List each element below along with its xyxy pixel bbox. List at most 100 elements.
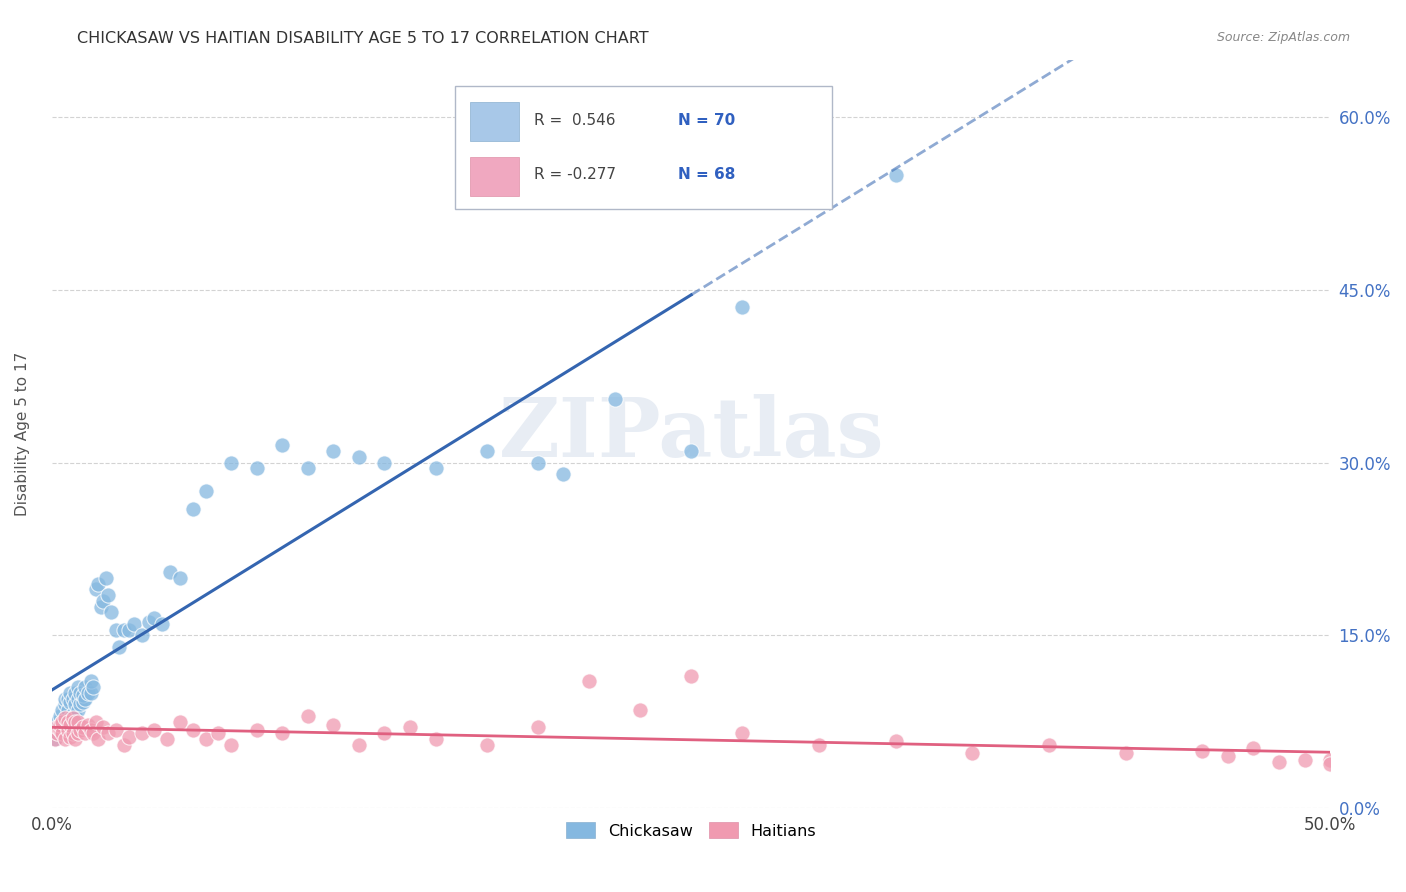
Point [91, 721, 114, 735]
Point [49, 723, 72, 737]
Point [112, 738, 135, 752]
Point [69, 723, 91, 737]
Point [1344, 757, 1367, 772]
Point [347, 738, 370, 752]
Point [53, 711, 76, 725]
Point [44, 731, 66, 746]
Point [46, 714, 69, 729]
Point [553, 467, 575, 482]
Point [79, 686, 101, 700]
FancyBboxPatch shape [454, 86, 832, 210]
Point [373, 726, 395, 740]
Point [90, 599, 112, 614]
Point [65, 698, 87, 712]
Text: ZIPatlas: ZIPatlas [499, 394, 884, 474]
Point [46, 726, 69, 740]
Point [884, 734, 907, 748]
Point [62, 726, 84, 740]
Point [527, 721, 550, 735]
Point [297, 709, 319, 723]
Point [219, 456, 242, 470]
Point [66, 714, 89, 729]
Point [49, 709, 72, 723]
Point [87, 731, 110, 746]
Point [51, 714, 73, 729]
Point [962, 746, 984, 760]
Point [1038, 738, 1060, 752]
Point [46, 721, 69, 735]
Text: R =  0.546: R = 0.546 [534, 113, 616, 128]
Point [66, 691, 89, 706]
Point [1191, 743, 1213, 757]
Point [69, 698, 91, 712]
Point [75, 726, 97, 740]
Point [169, 714, 191, 729]
Point [181, 501, 204, 516]
Point [181, 723, 204, 737]
Point [1294, 753, 1316, 767]
Point [118, 623, 141, 637]
Point [731, 726, 754, 740]
Point [246, 461, 269, 475]
Point [105, 623, 128, 637]
Point [322, 444, 344, 458]
Point [49, 723, 72, 737]
Point [59, 695, 82, 709]
Point [100, 605, 122, 619]
Point [122, 616, 145, 631]
Point [425, 731, 447, 746]
Point [77, 718, 100, 732]
Point [46, 726, 69, 740]
Point [628, 703, 651, 717]
Text: Source: ZipAtlas.com: Source: ZipAtlas.com [1216, 31, 1350, 45]
Text: N = 70: N = 70 [679, 113, 735, 128]
Point [194, 484, 217, 499]
Point [56, 691, 79, 706]
Text: R = -0.277: R = -0.277 [534, 167, 616, 182]
Point [53, 691, 76, 706]
Point [69, 686, 91, 700]
Point [1344, 755, 1367, 769]
Point [475, 444, 498, 458]
Text: CHICKASAW VS HAITIAN DISABILITY AGE 5 TO 17 CORRELATION CHART: CHICKASAW VS HAITIAN DISABILITY AGE 5 TO… [77, 31, 650, 46]
Text: N = 68: N = 68 [679, 167, 735, 182]
Point [112, 623, 135, 637]
Point [82, 680, 104, 694]
Point [65, 686, 87, 700]
Point [373, 456, 395, 470]
Point [59, 686, 82, 700]
Point [51, 714, 73, 729]
Point [72, 721, 94, 735]
Point [150, 616, 173, 631]
Point [49, 718, 72, 732]
Point [56, 723, 79, 737]
Point [603, 392, 626, 407]
Point [56, 714, 79, 729]
Point [131, 628, 153, 642]
Point [131, 726, 153, 740]
Point [105, 723, 128, 737]
Y-axis label: Disability Age 5 to 17: Disability Age 5 to 17 [15, 351, 30, 516]
Point [194, 731, 217, 746]
Point [79, 723, 101, 737]
Bar [470, 157, 519, 195]
Point [1319, 757, 1341, 772]
Point [66, 726, 89, 740]
Point [1216, 749, 1239, 764]
Point [72, 688, 94, 702]
Point [731, 300, 754, 314]
Point [75, 691, 97, 706]
Bar [470, 103, 519, 141]
Point [65, 709, 87, 723]
Point [84, 714, 107, 729]
Point [118, 730, 141, 744]
Point [56, 703, 79, 717]
Point [91, 594, 114, 608]
Point [82, 726, 104, 740]
Point [66, 703, 89, 717]
Point [143, 611, 166, 625]
Point [159, 565, 181, 579]
Point [53, 698, 76, 712]
Point [44, 731, 66, 746]
Point [51, 726, 73, 740]
